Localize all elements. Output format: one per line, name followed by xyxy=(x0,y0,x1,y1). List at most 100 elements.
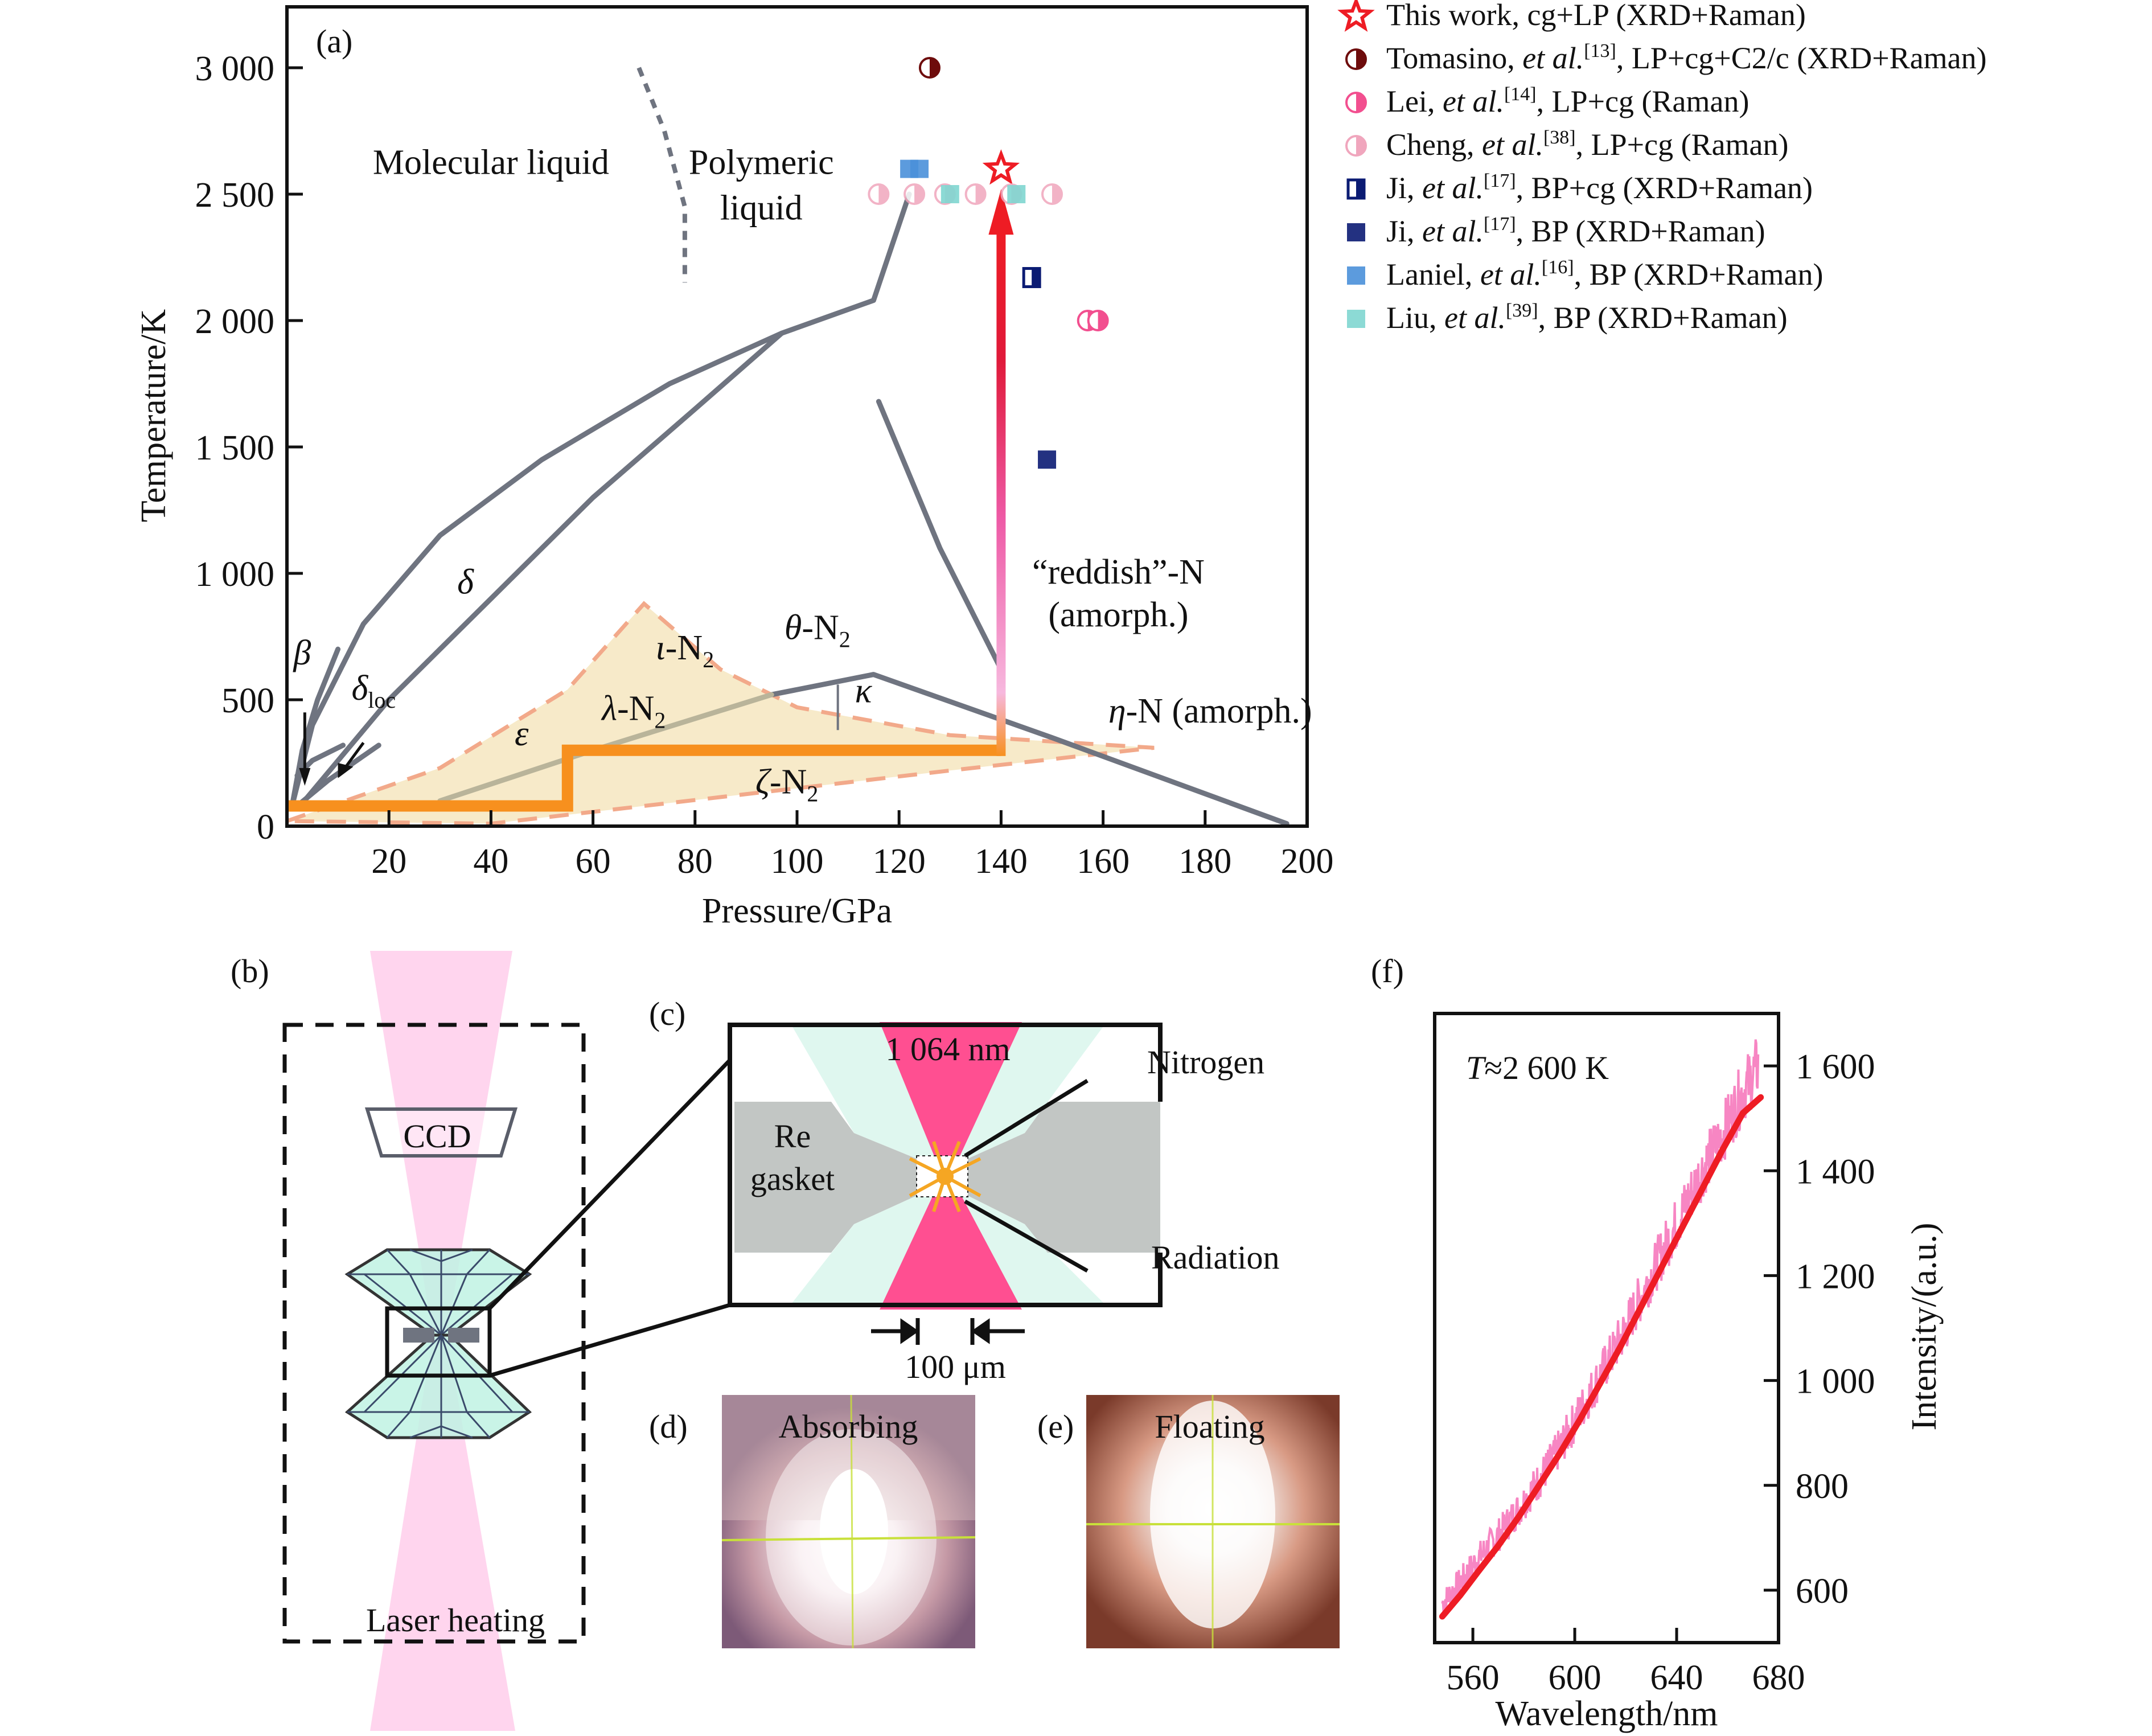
data-point-series-1-0 xyxy=(918,57,941,79)
marker-half xyxy=(878,184,889,204)
nitrogen-leader xyxy=(964,1079,1089,1158)
x-tick-label: 180 xyxy=(1178,842,1231,881)
x-tick-label: 40 xyxy=(473,842,508,881)
legend-item: Laniel, et al.[16], BP (XRD+Raman) xyxy=(1347,257,1824,292)
region-label: liquid xyxy=(720,188,803,227)
x-axis-title: Pressure/GPa xyxy=(702,892,892,930)
laser-cone-bottom-c xyxy=(880,1176,1022,1310)
schematic-b: (b) CCD Laser heating xyxy=(231,951,732,1731)
y-tick-label-f: 1 400 xyxy=(1796,1152,1875,1191)
y-tick-label-f: 800 xyxy=(1796,1467,1849,1506)
legend-marker xyxy=(1347,266,1365,285)
y-tick-label: 2 000 xyxy=(195,302,275,341)
gasket-label-gasket: gasket xyxy=(750,1160,835,1197)
panel-label-f: (f) xyxy=(1371,953,1404,990)
legend-label: Ji, et al.[17], BP+cg (XRD+Raman) xyxy=(1386,170,1813,205)
x-tick-label-f: 640 xyxy=(1650,1659,1703,1697)
panel-label-e: (e) xyxy=(1037,1408,1074,1445)
region-label: ι-N2 xyxy=(656,629,714,672)
phase-boundary-delta-loc xyxy=(294,742,381,809)
data-point-series-3-1 xyxy=(903,183,926,205)
region-label: Polymeric xyxy=(689,143,834,182)
laser-beam-bottom xyxy=(370,1335,515,1731)
legend-label: Lei, et al.[14], LP+cg (Raman) xyxy=(1386,84,1749,118)
heating-arrowhead xyxy=(988,189,1014,235)
x-tick-label: 100 xyxy=(771,842,824,881)
zoom-connector-top xyxy=(488,1058,732,1310)
data-point-series-4-0 xyxy=(1022,267,1041,289)
x-tick-label: 60 xyxy=(576,842,611,881)
legend-item: Tomasino, et al.[13], LP+cg+C2/c (XRD+Ra… xyxy=(1345,40,1987,75)
gasket-left xyxy=(403,1328,434,1343)
region-label: η-N (amorph.) xyxy=(1108,692,1312,730)
legend-marker-fill xyxy=(1356,180,1364,198)
legend-label: Laniel, et al.[16], BP (XRD+Raman) xyxy=(1386,257,1824,292)
phase-boundary-theta-reddish xyxy=(876,399,1004,672)
y-tick-label-f: 600 xyxy=(1796,1572,1849,1611)
x-tick-label-f: 600 xyxy=(1549,1659,1601,1697)
marker-half xyxy=(929,58,939,77)
spectrum-series xyxy=(1439,1039,1764,1620)
legend-item: Liu, et al.[39], BP (XRD+Raman) xyxy=(1347,300,1788,335)
frame-c xyxy=(728,1023,1163,1307)
laser-heating-label: Laser heating xyxy=(366,1602,545,1639)
y-tick-label: 0 xyxy=(257,808,274,847)
zoom-connector-bottom xyxy=(489,1303,730,1378)
y-tick-label-f: 1 200 xyxy=(1796,1257,1875,1296)
data-point-series-7-1 xyxy=(1007,185,1026,203)
region-label: β xyxy=(293,634,311,672)
phase-boundary-theta-eta xyxy=(769,672,1289,827)
marker-half xyxy=(975,184,985,204)
region-label: Molecular liquid xyxy=(373,143,609,182)
gasket-right xyxy=(448,1328,479,1343)
scale-label: 100 μm xyxy=(905,1348,1006,1385)
floating-label: Floating xyxy=(1155,1408,1264,1445)
laser-beam-top xyxy=(370,951,512,1335)
metastable-region-shape xyxy=(286,601,1155,826)
phase-boundary-delta-epsilon xyxy=(299,330,785,806)
marker xyxy=(910,159,929,178)
radiation-spectrum-chart: (f) 560 600 640 680 600 800 1 000 1 200 1 400 1 … xyxy=(1371,953,1944,1733)
panel-label-d: (d) xyxy=(649,1408,688,1445)
phase-boundary-melting-curve xyxy=(289,191,912,809)
x-tick-label: 120 xyxy=(873,842,926,881)
heating-arrow-shaft xyxy=(996,229,1006,756)
legend-marker-half xyxy=(1356,93,1366,112)
scale-bar xyxy=(871,1318,1025,1345)
region-label: (amorph.) xyxy=(1048,596,1188,634)
y-tick-label-f: 1 000 xyxy=(1796,1362,1875,1401)
legend-marker-half xyxy=(1356,136,1366,155)
wavelength-label: 1 064 nm xyxy=(885,1031,1010,1068)
marker xyxy=(1038,450,1057,469)
x-tick-label-f: 560 xyxy=(1447,1659,1500,1697)
x-tick-label: 140 xyxy=(975,842,1028,881)
data-point-series-3-3 xyxy=(964,183,987,205)
radiation-arrows xyxy=(909,1140,981,1213)
y-tick-label: 3 000 xyxy=(195,50,275,88)
radiation-label: Radiation xyxy=(1151,1239,1280,1276)
data-point-series-3-0 xyxy=(868,183,890,205)
legend-label: Liu, et al.[39], BP (XRD+Raman) xyxy=(1386,300,1788,335)
region-label: δ xyxy=(457,563,474,602)
temperature-annotation: T≈2 600 K xyxy=(1466,1049,1609,1086)
upper-diamond-anvil xyxy=(344,1248,532,1337)
legend-item: Cheng, et al.[38], LP+cg (Raman) xyxy=(1345,127,1789,162)
y-axis-title-f: Intensity/(a.u.) xyxy=(1905,1222,1944,1430)
panel-label-b: (b) xyxy=(231,953,269,990)
panel-label-a: (a) xyxy=(316,23,352,60)
legend-label: This work, cg+LP (XRD+Raman) xyxy=(1386,0,1806,32)
metastable-region xyxy=(286,601,1155,826)
plot-frame-f xyxy=(1433,1012,1780,1644)
beta-arrowhead xyxy=(299,768,311,786)
region-label: θ-N2 xyxy=(785,608,851,652)
dashed-enclosure xyxy=(282,1023,586,1644)
legend: This work, cg+LP (XRD+Raman) Tomasino, et… xyxy=(1337,0,1987,335)
absorbing-label: Absorbing xyxy=(779,1408,918,1445)
zoom-box xyxy=(385,1306,492,1378)
data-point-series-5-0 xyxy=(1038,450,1057,469)
y-axis-title: Temperature/K xyxy=(134,309,173,523)
data-point-series-2-1 xyxy=(1087,310,1109,331)
data-markers xyxy=(868,57,1109,469)
radiation-leader xyxy=(964,1199,1089,1273)
